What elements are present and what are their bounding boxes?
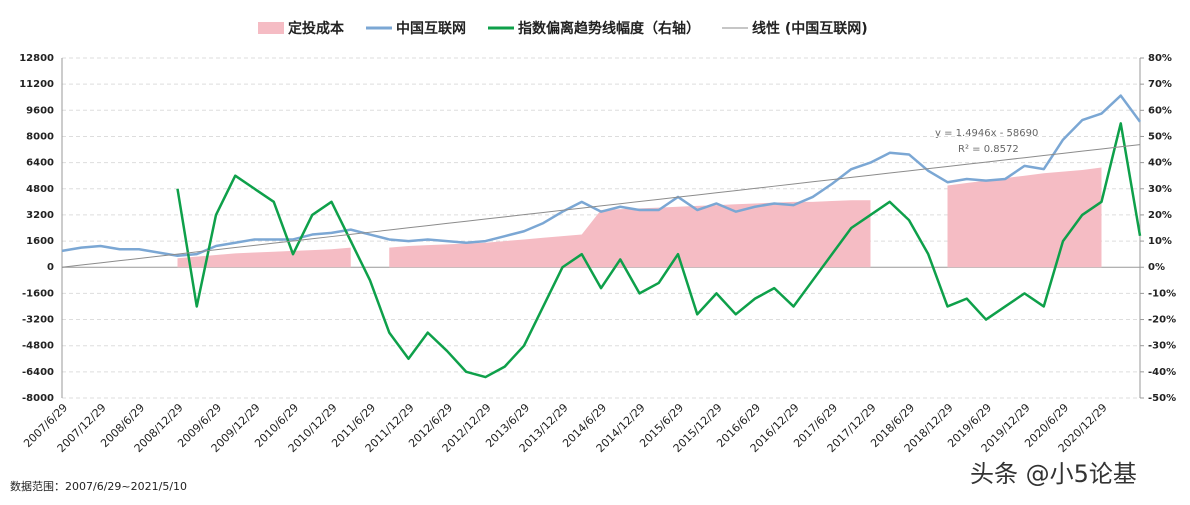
y2-tick-label: -20% <box>1148 315 1176 326</box>
annotation: R² = 0.8572 <box>958 144 1019 155</box>
y2-tick-label: 20% <box>1148 210 1172 221</box>
area <box>177 167 1102 268</box>
y2-tick-label: -50% <box>1148 393 1176 404</box>
line <box>61 94 1142 258</box>
y2-tick-label: -30% <box>1148 341 1176 352</box>
legend-label: 中国互联网 <box>396 20 466 37</box>
y-tick-label: -4800 <box>22 341 54 352</box>
y-tick-label: 8000 <box>26 131 54 142</box>
y-tick-label: 6400 <box>26 158 54 169</box>
y-tick-label: 12800 <box>19 53 54 64</box>
legend-label: 指数偏离趋势线幅度（右轴） <box>518 20 700 37</box>
y-tick-label: 9600 <box>26 105 54 116</box>
annotation: y = 1.4946x - 58690 <box>935 128 1038 139</box>
y-tick-label: -3200 <box>22 315 54 326</box>
y2-tick-label: 50% <box>1148 131 1172 142</box>
line <box>176 122 1142 379</box>
trend-line <box>61 144 1141 268</box>
y-tick-label: -1600 <box>22 288 54 299</box>
y2-tick-label: 70% <box>1148 79 1172 90</box>
y2-tick-label: 10% <box>1148 236 1172 247</box>
legend-label: 定投成本 <box>288 20 345 37</box>
legend-label: 线性 (中国互联网) <box>752 20 868 37</box>
y2-tick-label: 60% <box>1148 105 1172 116</box>
y2-tick-label: -10% <box>1148 288 1176 299</box>
y2-tick-label: -40% <box>1148 367 1176 378</box>
y2-tick-label: 30% <box>1148 184 1172 195</box>
y-tick-label: 1600 <box>26 236 54 247</box>
y2-tick-label: 0% <box>1148 262 1165 273</box>
y-tick-label: -6400 <box>22 367 54 378</box>
y2-tick-label: 40% <box>1148 158 1172 169</box>
y-tick-label: 11200 <box>19 79 54 90</box>
y-tick-label: 3200 <box>26 210 54 221</box>
watermark: 头条 @小5论基 <box>970 460 1137 488</box>
legend-swatch <box>258 22 284 34</box>
y-tick-label: -8000 <box>22 393 54 404</box>
y-tick-label: 4800 <box>26 184 54 195</box>
footnote: 数据范围：2007/6/29~2021/5/10 <box>10 479 187 493</box>
y-tick-label: 0 <box>47 262 54 273</box>
y2-tick-label: 80% <box>1148 53 1172 64</box>
